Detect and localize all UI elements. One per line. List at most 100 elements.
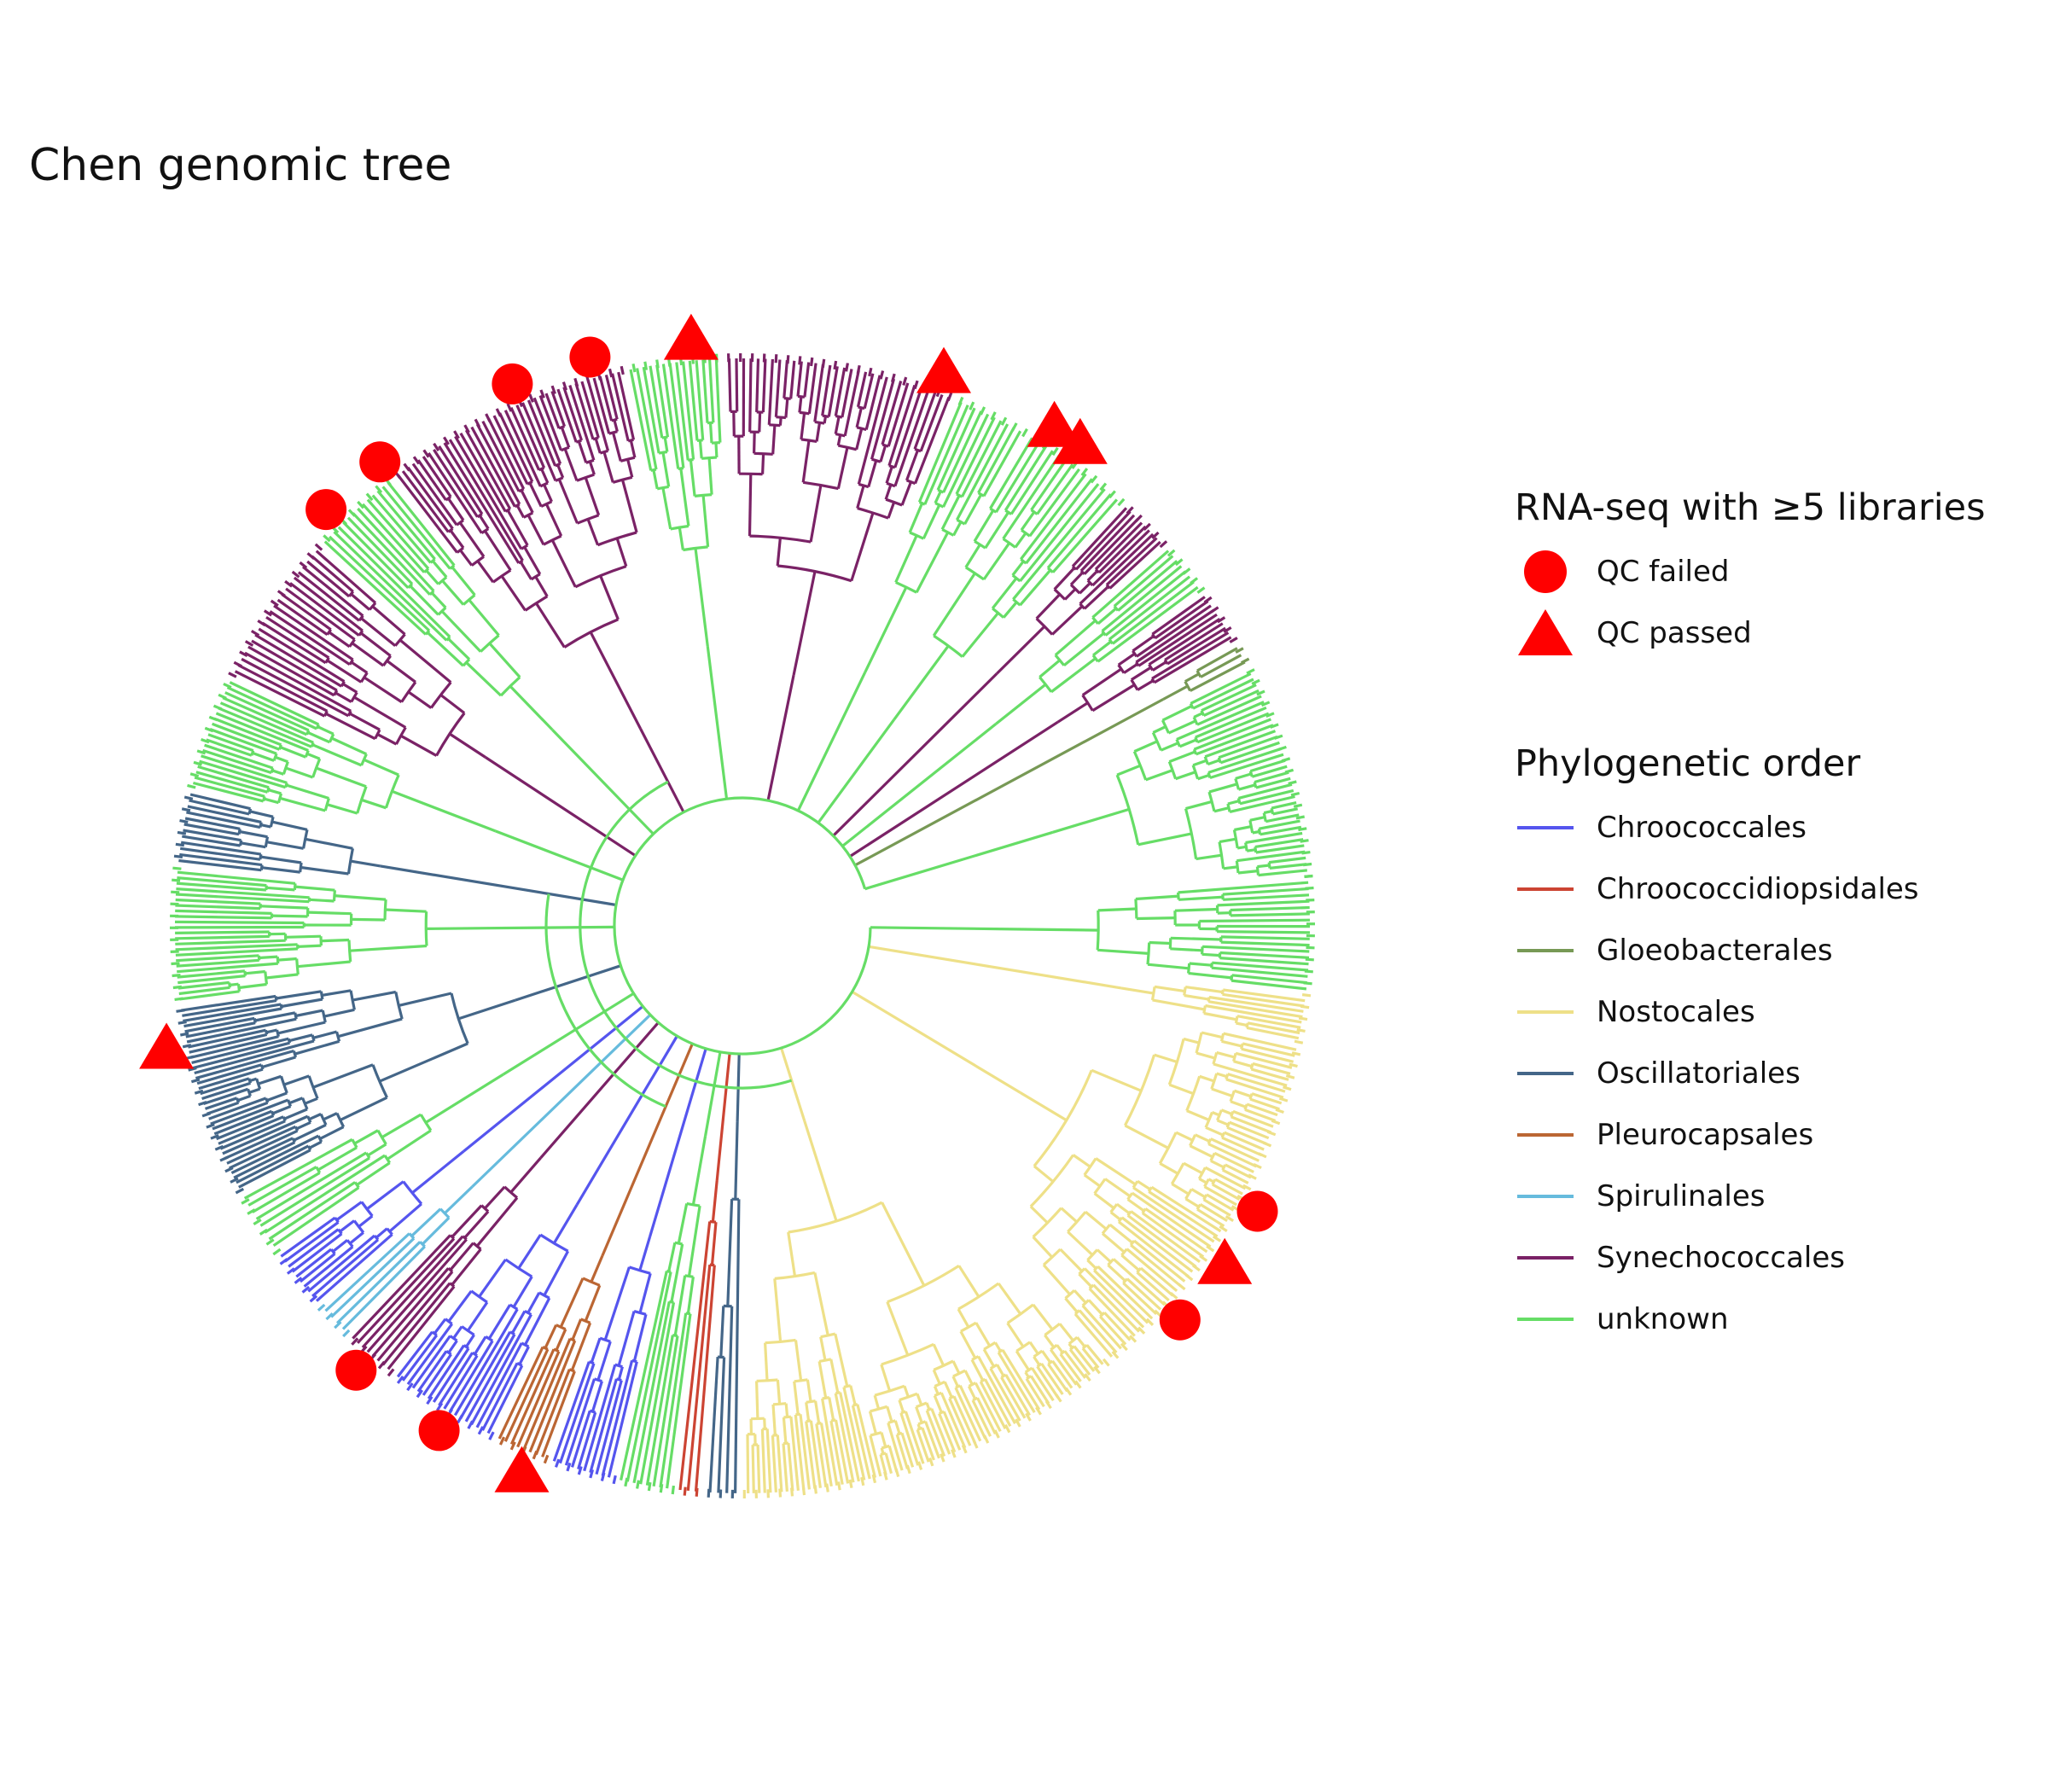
inner-branch [588,461,596,475]
inner-branch [279,796,326,812]
tip-tick [1010,422,1018,432]
tip-tick [172,878,181,882]
inner-branch [1205,1126,1224,1137]
tip-branch [1190,672,1252,705]
inner-branch [613,419,619,433]
tip-branch [184,817,241,830]
tip-branch [688,360,699,441]
inner-branch [254,1011,296,1022]
inner-branch [809,485,823,543]
inner-branch [457,998,516,1021]
inner-branch [1246,848,1256,852]
branch-arc [888,464,896,469]
inner-branch [589,631,643,730]
tip-branch [1148,618,1221,666]
inner-branch [309,898,335,903]
inner-branch [350,660,369,674]
tip-branch [1242,1042,1295,1057]
inner-branch [1227,800,1240,806]
tip-branch [1230,912,1310,917]
tip-branch [923,404,969,505]
inner-branch [334,894,387,901]
inner-branch [571,1318,583,1341]
inner-branch [1032,1303,1054,1330]
branch-arc [686,1201,701,1207]
clade-17 [192,681,624,881]
inner-branch [540,468,550,484]
branch-arc [1248,1093,1254,1100]
legend-item-synechococcales: Synechococcales [1515,1227,1919,1289]
clade-0 [870,881,1311,991]
inner-branch [557,478,579,524]
qc-passed-marker [1052,417,1108,464]
tip-branch [448,439,524,561]
branch-arc [1236,798,1242,805]
tip-branch [842,1387,866,1481]
tip-branch [1245,831,1303,845]
tip-branch [776,1434,783,1492]
tip-branch [357,507,435,592]
tip-branch [783,359,788,399]
branch-arc [400,681,417,703]
tip-branch [1029,1375,1050,1405]
inner-branch [771,425,777,455]
tip-tick [1159,540,1168,549]
tip-tick [1290,791,1300,797]
inner-branch [1011,560,1025,577]
inner-branch [798,396,803,413]
branch-arc [1081,1299,1090,1307]
branch-arc [337,1228,343,1235]
branch-arc [917,1420,927,1426]
stem-branch [864,830,1054,891]
tip-branch [238,1149,311,1189]
tip-branch [1241,1047,1294,1063]
tip-branch [1229,794,1295,813]
tip-tick [1225,1215,1235,1222]
inner-branch [351,642,385,667]
tip-branch [371,494,432,564]
inner-branch [1152,998,1205,1011]
branch-arc [449,1335,458,1342]
inner-branch [1126,1198,1145,1213]
tip-branch [1219,951,1310,959]
tip-tick [172,985,183,990]
inner-branch [815,422,822,442]
inner-branch [1109,1211,1121,1221]
branch-arc [668,1300,674,1304]
tip-tick [1251,678,1260,685]
inner-branch [431,560,448,579]
tip-branch [177,980,230,990]
branch-arc [948,1394,955,1400]
inner-branch [366,1180,404,1211]
branch-arc [471,1351,478,1358]
inner-branch [229,982,239,986]
tip-branch [1101,565,1183,632]
branch-arc [1129,1240,1136,1247]
inner-branch [1221,1039,1242,1048]
inner-branch [792,571,817,676]
tip-branch [1236,1015,1301,1029]
inner-branch [1137,832,1192,847]
qc-failed-marker [492,363,533,404]
tip-branch [1097,1265,1154,1320]
inner-branch [1123,662,1138,674]
branch-arc [1253,782,1258,788]
tip-branch [1079,532,1155,605]
inner-branch [943,1381,953,1399]
branch-arc [1267,862,1271,869]
tip-branch [229,681,320,726]
tip-branch [1108,540,1161,590]
inner-branch [308,1113,322,1121]
tip-branch [645,1335,674,1486]
inner-branch [386,1129,432,1161]
tip-branch [1212,1183,1241,1201]
tip-tick [171,962,180,966]
legend-item-gloeobacterales: Gloeobacterales [1515,920,1919,981]
tip-branch [1083,1267,1145,1329]
tip-branch [924,1421,941,1459]
clade-5 [678,1053,731,1492]
inner-branch [388,1202,422,1233]
inner-branch [922,504,941,539]
tip-tick [539,389,545,399]
branch-arc [393,633,406,647]
